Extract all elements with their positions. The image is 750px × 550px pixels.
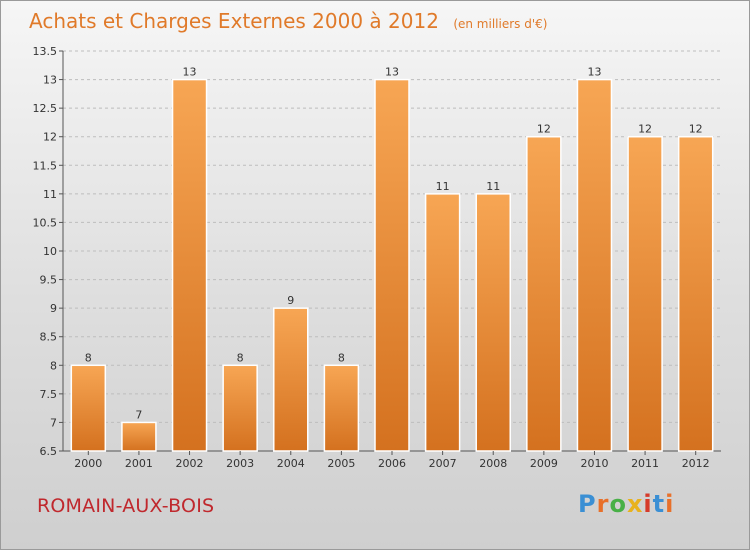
bar — [627, 135, 663, 452]
bar — [475, 193, 511, 452]
x-tick-label: 2003 — [226, 457, 254, 470]
x-tick-label: 2012 — [682, 457, 710, 470]
data-label: 8 — [85, 351, 92, 364]
bar — [222, 364, 258, 452]
y-tick-label: 12.5 — [33, 102, 58, 115]
data-label: 13 — [587, 66, 601, 79]
logo-letter: i — [643, 490, 653, 518]
bar — [70, 364, 107, 452]
y-tick-label: 8.5 — [40, 331, 58, 344]
bar — [171, 78, 208, 452]
y-tick-label: 12 — [43, 131, 57, 144]
y-tick-label: 13.5 — [33, 45, 58, 58]
y-tick-label: 10.5 — [33, 216, 58, 229]
x-tick-label: 2009 — [530, 457, 558, 470]
logo-letter: x — [626, 490, 644, 518]
y-tick-label: 10 — [43, 245, 57, 258]
chart-unit: (en milliers d'€) — [453, 17, 548, 31]
chart-title-text: Achats et Charges Externes 2000 à 2012 — [29, 9, 439, 33]
data-label: 13 — [183, 66, 197, 79]
x-tick-label: 2006 — [378, 457, 406, 470]
y-tick-label: 9.5 — [40, 274, 58, 287]
y-tick-label: 11.5 — [33, 159, 58, 172]
logo-letter: t — [652, 490, 666, 518]
bar — [424, 193, 461, 452]
data-label: 8 — [237, 351, 244, 364]
data-label: 8 — [338, 351, 345, 364]
x-tick-label: 2008 — [479, 457, 507, 470]
chart-title: Achats et Charges Externes 2000 à 2012 (… — [29, 9, 547, 33]
y-tick-label: 9 — [50, 302, 57, 315]
data-label: 9 — [287, 294, 294, 307]
data-label: 12 — [537, 123, 551, 136]
logo-letter: i — [665, 490, 675, 518]
y-tick-label: 13 — [43, 74, 57, 87]
data-label: 12 — [689, 123, 703, 136]
data-label: 11 — [436, 180, 450, 193]
commune-name: ROMAIN-AUX-BOIS — [37, 495, 215, 517]
y-tick-label: 11 — [43, 188, 57, 201]
bar — [323, 364, 360, 452]
data-label: 12 — [638, 123, 652, 136]
logo-letter: o — [609, 490, 627, 518]
y-tick-label: 7.5 — [40, 388, 58, 401]
data-label: 7 — [135, 408, 142, 421]
x-tick-label: 2010 — [580, 457, 608, 470]
bar — [121, 421, 157, 452]
x-tick-label: 2004 — [277, 457, 305, 470]
x-tick-label: 2001 — [125, 457, 153, 470]
data-label: 11 — [486, 180, 500, 193]
bar — [526, 135, 562, 452]
x-tick-label: 2005 — [327, 457, 355, 470]
proxiti-logo[interactable]: Proxiti — [578, 490, 674, 518]
data-label: 13 — [385, 66, 399, 79]
bar — [273, 307, 309, 452]
bar — [677, 135, 714, 452]
bar — [576, 78, 613, 452]
y-tick-label: 6.5 — [40, 445, 58, 458]
x-tick-label: 2007 — [429, 457, 457, 470]
x-tick-label: 2002 — [176, 457, 204, 470]
y-tick-label: 7 — [50, 416, 57, 429]
x-tick-label: 2000 — [74, 457, 102, 470]
logo-letter: r — [596, 490, 610, 518]
y-tick-label: 8 — [50, 359, 57, 372]
bar — [374, 78, 410, 452]
logo-letter: P — [578, 490, 597, 518]
x-tick-label: 2011 — [631, 457, 659, 470]
